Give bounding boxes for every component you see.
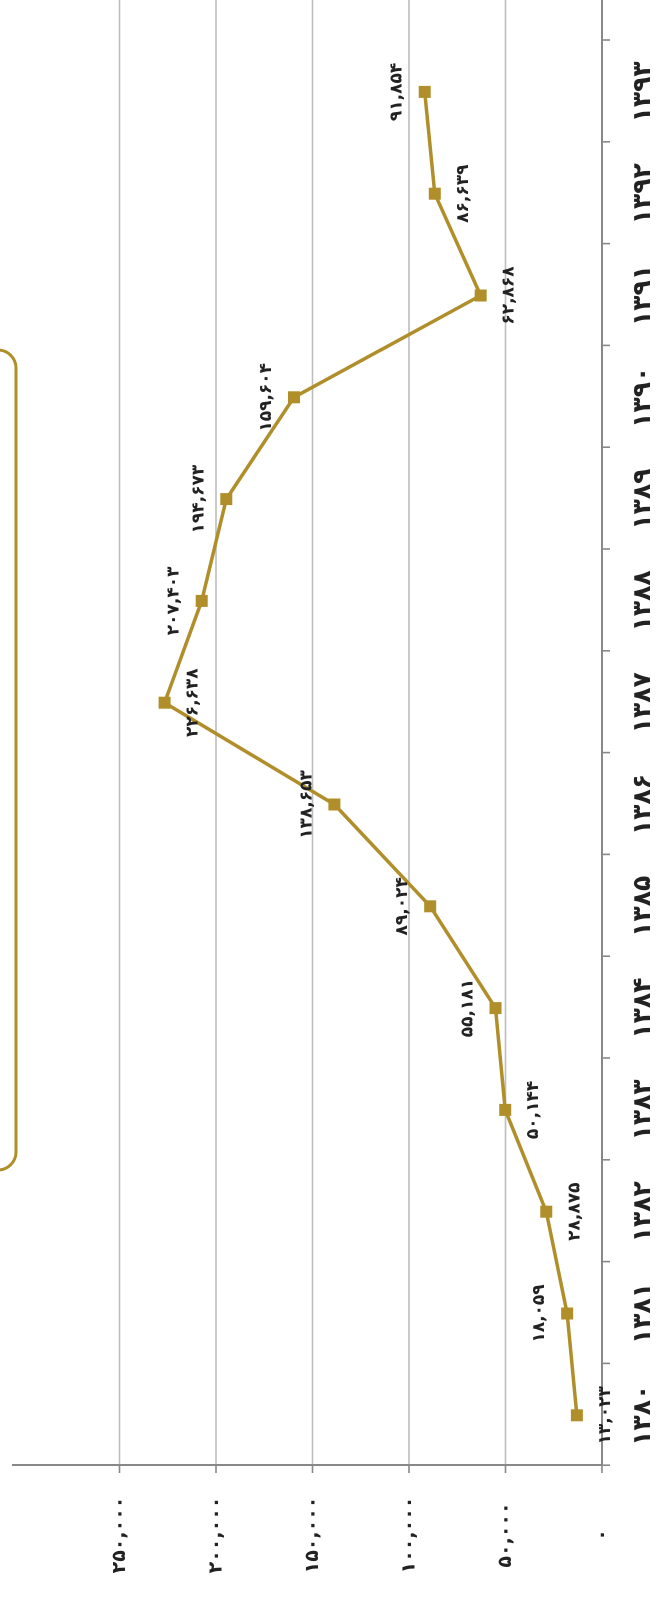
value-tick-label: ۲۰۰,۰۰۰: [205, 1497, 227, 1574]
data-point-marker: [474, 289, 487, 302]
category-tick-label: ۱۳۸۸: [627, 570, 656, 631]
data-label: ۵۰,۱۴۴: [523, 1081, 543, 1139]
category-tick-label: ۱۳۹۱: [627, 265, 656, 326]
category-tick-label: ۱۳۸۶: [627, 774, 656, 835]
data-label: ۹۱,۸۵۴: [387, 63, 407, 121]
category-tick-label: ۱۳۸۵: [627, 876, 656, 937]
data-labels: ۱۳,۰۲۳ ۱۸,۰۵۹ ۲۸,۸۷۵ ۵۰,۱۴۴ ۵۵,۱۸۱ ۸۹,۰۲۴ ۱۳۸,…: [164, 63, 615, 1445]
data-label: ۱۹۴,۶۷۳: [188, 464, 208, 533]
data-point-marker: [424, 900, 437, 913]
category-tick-label: ۱۳۹۳: [627, 61, 656, 122]
category-tick-label: ۱۳۸۷: [627, 672, 656, 733]
category-tick-label: ۱۳۹۲: [627, 163, 656, 224]
data-label: ۱۸,۰۵۹: [529, 1284, 549, 1343]
grid-lines: [118, 0, 507, 1465]
data-label: ۶۲,۸۶۸: [499, 266, 519, 325]
data-label: ۸۹,۰۲۴: [392, 877, 412, 935]
data-label: ۲۲۶,۶۳۸: [183, 668, 203, 737]
data-point-marker: [489, 1002, 502, 1015]
data-point-marker: [561, 1307, 574, 1320]
data-label: ۲۸,۸۷۵: [564, 1183, 584, 1241]
data-point-marker: [287, 391, 300, 404]
category-tick-label: ۱۳۸۲: [627, 1181, 656, 1242]
value-tick-label: ۵۰,۰۰۰: [494, 1502, 516, 1567]
value-tick-labels: ۰ ۵۰,۰۰۰ ۱۰۰,۰۰۰ ۱۵۰,۰۰۰ ۲۰۰,۰۰۰ ۲۵۰,۰۰۰: [108, 1497, 613, 1574]
value-tick-label: ۰: [591, 1529, 613, 1541]
category-tick-label: ۱۳۸۳: [627, 1079, 656, 1140]
data-point-marker: [195, 594, 208, 607]
data-label: ۸۶,۶۳۹: [453, 164, 473, 223]
value-tick-label: ۱۵۰,۰۰۰: [301, 1497, 323, 1574]
data-point-marker: [158, 696, 171, 709]
empty-legend-box: [0, 348, 18, 1172]
data-label: ۲۰۷,۴۰۳: [164, 566, 184, 635]
value-tick-label: ۲۵۰,۰۰۰: [108, 1497, 130, 1574]
series-polyline: [162, 91, 579, 1416]
data-label: ۱۳,۰۲۳: [595, 1386, 615, 1445]
value-tick-label: ۱۰۰,۰۰۰: [398, 1497, 420, 1574]
data-point-marker: [220, 493, 233, 506]
category-tick-labels: ۱۳۸۰ ۱۳۸۱ ۱۳۸۲ ۱۳۸۳ ۱۳۸۴ ۱۳۸۵ ۱۳۸۶ ۱۳۸۷ ۱۳۸۸ ۱۳۸۹…: [627, 61, 656, 1445]
data-label: ۱۵۹,۶۰۴: [256, 363, 276, 432]
series-line: [162, 91, 579, 1416]
category-tick-label: ۱۳۸۰: [627, 1385, 656, 1446]
data-point-marker: [428, 187, 441, 200]
data-point-marker: [570, 1409, 583, 1422]
category-tick-label: ۱۳۸۴: [627, 978, 656, 1039]
data-label: ۵۵,۱۸۱: [458, 979, 478, 1037]
data-point-marker: [499, 1103, 512, 1116]
axes: [12, 0, 610, 1473]
data-label: ۱۳۸,۶۵۳: [296, 770, 316, 839]
data-point-marker: [328, 798, 341, 811]
data-point-marker: [418, 85, 431, 98]
category-tick-label: ۱۳۸۹: [627, 469, 656, 530]
category-tick-label: ۱۳۹۰: [627, 367, 656, 428]
data-point-marker: [540, 1205, 553, 1218]
markers: [158, 85, 583, 1422]
category-tick-label: ۱۳۸۱: [627, 1283, 656, 1344]
